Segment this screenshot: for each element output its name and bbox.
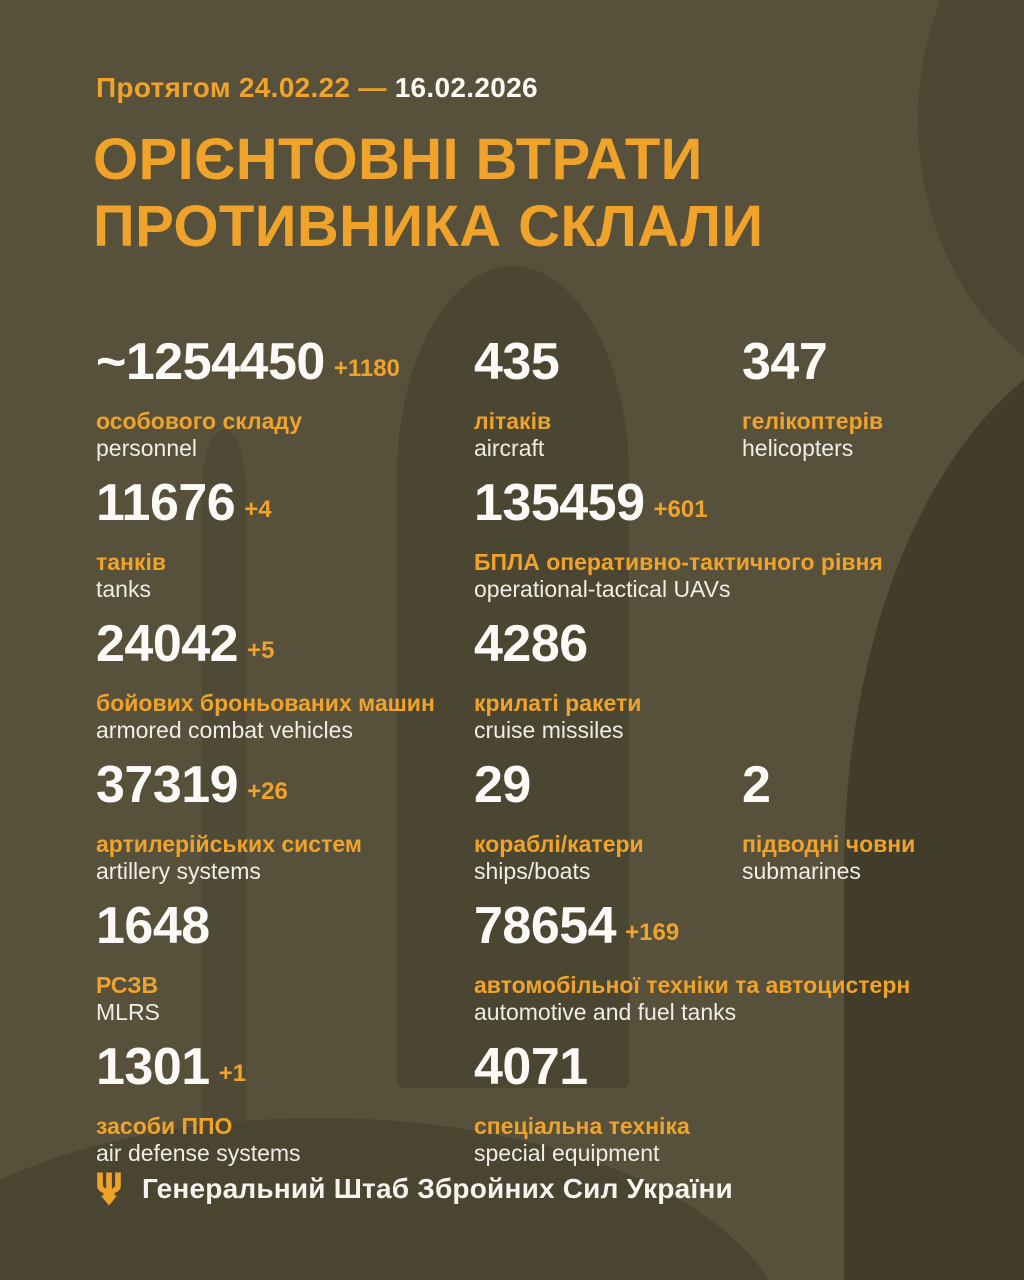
stat-uavs: 135459 +601 БПЛА оперативно-тактичного рі… xyxy=(474,477,1014,618)
stat-special-equipment-value: 4071 xyxy=(474,1038,588,1096)
stat-air-defense-value: 1301 xyxy=(96,1038,210,1096)
stat-vehicles-fuel-tanks-value: 78654 xyxy=(474,897,617,955)
stat-artillery: 37319 +26 артилерійських систем artillery… xyxy=(96,759,474,900)
stat-tanks-delta: +4 xyxy=(244,496,272,523)
stat-vehicles-fuel-tanks-label-en: automotive and fuel tanks xyxy=(474,999,737,1025)
stat-aircraft-label-en: aircraft xyxy=(474,435,545,461)
stats-grid: ~1254450 +1180 особового складу personnel… xyxy=(96,336,1014,1182)
stat-uavs-delta: +601 xyxy=(653,496,708,523)
stat-armored-vehicles-label-uk: бойових броньованих машин xyxy=(96,690,435,716)
stat-uavs-label-uk: БПЛА оперативно-тактичного рівня xyxy=(474,549,883,575)
stat-submarines-label-en: submarines xyxy=(742,858,861,884)
stat-tanks-label-en: tanks xyxy=(96,576,151,602)
stat-air-defense-label-en: air defense systems xyxy=(96,1140,301,1166)
footer: Генеральний Штаб Збройних Сил України xyxy=(96,1172,733,1206)
stat-helicopters: 347 гелікоптерів helicopters xyxy=(742,336,1014,477)
stat-tanks: 11676 +4 танків tanks xyxy=(96,477,474,618)
stat-tanks-value: 11676 xyxy=(96,474,236,532)
stat-artillery-value: 37319 xyxy=(96,756,239,814)
stat-uavs-label-en: operational-tactical UAVs xyxy=(474,576,731,602)
stat-armored-vehicles-label-en: armored combat vehicles xyxy=(96,717,353,743)
stat-personnel-delta: +1180 xyxy=(333,355,400,382)
stat-cruise-missiles-value: 4286 xyxy=(474,615,588,673)
stat-helicopters-value: 347 xyxy=(742,333,828,391)
stat-ships-value: 29 xyxy=(474,756,531,814)
stat-aircraft-value: 435 xyxy=(474,333,560,391)
stat-helicopters-label-en: helicopters xyxy=(742,435,854,461)
stat-ships-label-en: ships/boats xyxy=(474,858,591,884)
stat-vehicles-fuel-tanks-label-uk: автомобільної техніки та автоцистерн xyxy=(474,972,911,998)
stat-armored-vehicles-value: 24042 xyxy=(96,615,239,673)
stat-submarines-label-uk: підводні човни xyxy=(742,831,916,857)
stat-submarines: 2 підводні човни submarines xyxy=(742,759,1014,900)
stat-ships-label-uk: кораблі/катери xyxy=(474,831,644,857)
date-range: Протягом 24.02.22 —16.02.2026 xyxy=(96,72,538,104)
stat-aircraft-label-uk: літаків xyxy=(474,408,552,434)
stat-submarines-value: 2 xyxy=(742,756,771,814)
stat-mlrs-label-en: MLRS xyxy=(96,999,160,1025)
stat-personnel-value: ~1254450 xyxy=(96,333,325,391)
date-range-prefix: Протягом 24.02.22 — xyxy=(96,72,387,103)
stat-vehicles-fuel-tanks-delta: +169 xyxy=(625,919,680,946)
bg-trident-prong-center xyxy=(397,266,629,1088)
footer-org-name: Генеральний Штаб Збройних Сил України xyxy=(142,1173,733,1204)
trident-icon xyxy=(97,1172,121,1206)
page-title: Орієнтовні втрати противника склали xyxy=(93,126,763,260)
stat-cruise-missiles-label-en: cruise missiles xyxy=(474,717,624,743)
bg-shape-left-band xyxy=(202,430,246,1146)
page-title-line2: противника склали xyxy=(93,194,764,259)
stat-mlrs-value: 1648 xyxy=(96,897,210,955)
stat-mlrs-label-uk: РСЗВ xyxy=(96,972,159,998)
stat-air-defense-delta: +1 xyxy=(218,1060,247,1087)
date-current: 16.02.2026 xyxy=(394,72,538,103)
stat-air-defense: 1301 +1 засоби ППО air defense systems xyxy=(96,1041,474,1182)
stat-mlrs: 1648 РСЗВ MLRS xyxy=(96,900,474,1041)
stat-tanks-label-uk: танків xyxy=(96,549,166,575)
stat-artillery-label-uk: артилерійських систем xyxy=(96,831,362,857)
stat-personnel: ~1254450 +1180 особового складу personnel xyxy=(96,336,474,477)
stat-cruise-missiles-label-uk: крилаті ракети xyxy=(474,690,642,716)
stat-artillery-delta: +26 xyxy=(247,778,288,805)
stat-special-equipment-label-uk: спеціальна техніка xyxy=(474,1113,690,1139)
stat-aircraft: 435 літаків aircraft xyxy=(474,336,742,477)
stat-vehicles-fuel-tanks: 78654 +169 автомобільної техніки та автоц… xyxy=(474,900,1014,1041)
stat-special-equipment: 4071 спеціальна техніка special equipmen… xyxy=(474,1041,742,1182)
stat-cruise-missiles: 4286 крилаті ракети cruise missiles xyxy=(474,618,742,759)
stat-armored-vehicles: 24042 +5 бойових броньованих машин armore… xyxy=(96,618,474,759)
stat-personnel-label-en: personnel xyxy=(96,435,198,461)
stat-artillery-label-en: artillery systems xyxy=(96,858,261,884)
stat-helicopters-label-uk: гелікоптерів xyxy=(742,408,884,434)
stat-ships: 29 кораблі/катери ships/boats xyxy=(474,759,742,900)
page-title-line1: Орієнтовні втрати xyxy=(93,127,703,192)
stat-uavs-value: 135459 xyxy=(474,474,645,532)
stat-air-defense-label-uk: засоби ППО xyxy=(96,1113,233,1139)
stat-armored-vehicles-delta: +5 xyxy=(247,637,275,664)
stat-special-equipment-label-en: special equipment xyxy=(474,1140,660,1166)
stat-personnel-label-uk: особового складу xyxy=(96,408,303,434)
